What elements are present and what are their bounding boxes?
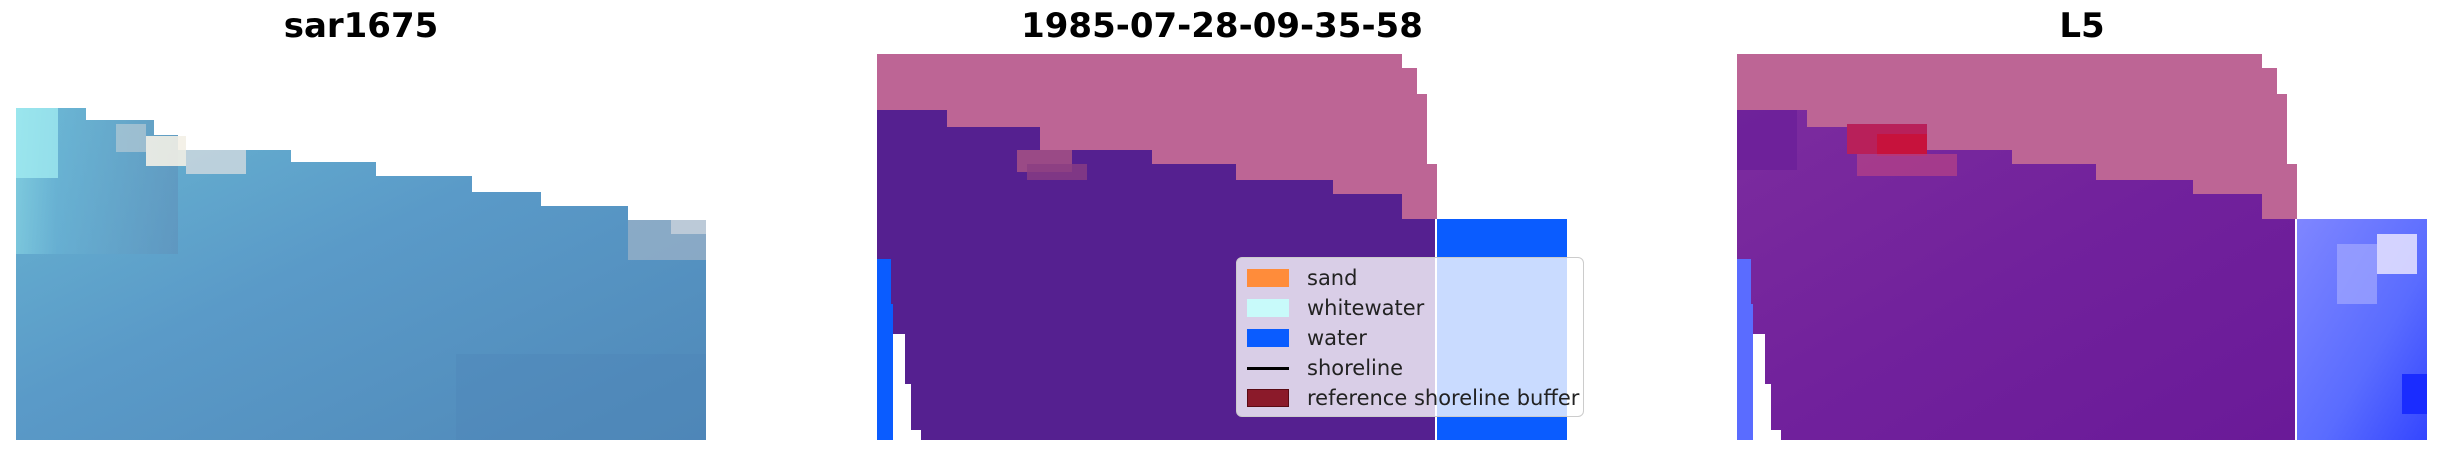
whitewater-swatch (1247, 299, 1289, 317)
panel-title-date: 1985-07-28-09-35-58 (1021, 6, 1423, 46)
reference-buffer-swatch (1247, 389, 1289, 407)
legend-label-shoreline: shoreline (1307, 356, 1404, 380)
shoreline-line (1247, 366, 1289, 370)
legend-item-water: water (1247, 324, 1367, 352)
legend-item-whitewater: whitewater (1247, 294, 1424, 322)
legend-item-reference-buffer: reference shoreline buffer (1247, 384, 1579, 412)
legend-item-sand: sand (1247, 264, 1357, 292)
legend-label-whitewater: whitewater (1307, 296, 1425, 320)
l5-image (1737, 54, 2427, 440)
legend-label-sand: sand (1307, 266, 1358, 290)
legend-label-water: water (1307, 326, 1367, 350)
legend-item-shoreline: shoreline (1247, 354, 1403, 382)
rgb-image (16, 108, 706, 440)
water-swatch (1247, 329, 1289, 347)
legend: sand whitewater water shoreline referenc… (1236, 257, 1584, 417)
panel-title-l5: L5 (2059, 6, 2105, 46)
panel-title-rgb: sar1675 (283, 6, 439, 46)
sand-swatch (1247, 269, 1289, 287)
legend-label-reference-buffer: reference shoreline buffer (1307, 386, 1580, 410)
